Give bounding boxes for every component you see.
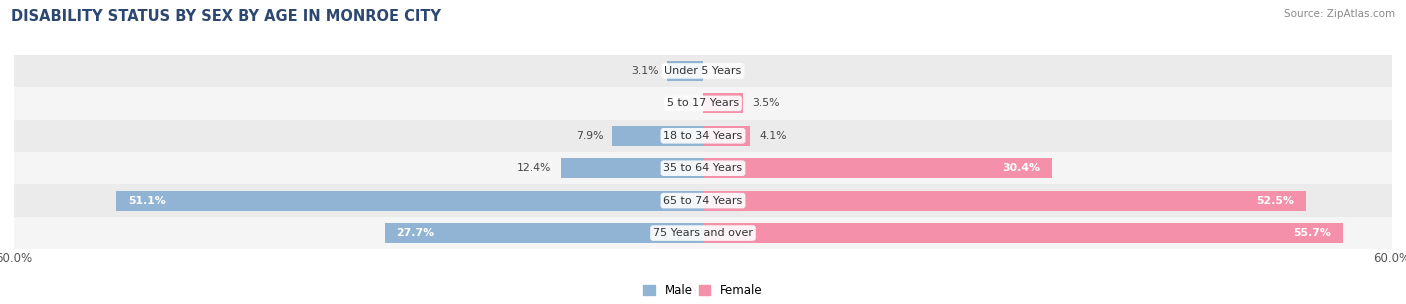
Text: 12.4%: 12.4% — [517, 163, 551, 173]
Text: 3.1%: 3.1% — [631, 66, 658, 76]
Text: Source: ZipAtlas.com: Source: ZipAtlas.com — [1284, 9, 1395, 19]
Bar — [703, 93, 744, 113]
Text: 51.1%: 51.1% — [128, 196, 166, 206]
Bar — [703, 158, 1052, 178]
Bar — [561, 158, 703, 178]
Text: 52.5%: 52.5% — [1257, 196, 1295, 206]
Bar — [14, 217, 1392, 249]
Text: 27.7%: 27.7% — [396, 228, 434, 238]
Legend: Male, Female: Male, Female — [638, 279, 768, 302]
Text: 4.1%: 4.1% — [759, 131, 787, 141]
Bar — [14, 119, 1392, 152]
Text: 0.0%: 0.0% — [666, 98, 693, 108]
Text: 7.9%: 7.9% — [575, 131, 603, 141]
Bar — [14, 87, 1392, 119]
Bar — [14, 185, 1392, 217]
Text: DISABILITY STATUS BY SEX BY AGE IN MONROE CITY: DISABILITY STATUS BY SEX BY AGE IN MONRO… — [11, 9, 441, 24]
Bar — [703, 191, 1306, 211]
Text: 30.4%: 30.4% — [1002, 163, 1040, 173]
Bar — [14, 55, 1392, 87]
Bar — [668, 61, 703, 81]
Bar — [703, 223, 1343, 243]
Text: 35 to 64 Years: 35 to 64 Years — [664, 163, 742, 173]
Bar — [117, 191, 703, 211]
Text: 55.7%: 55.7% — [1294, 228, 1331, 238]
Text: 5 to 17 Years: 5 to 17 Years — [666, 98, 740, 108]
Bar — [612, 126, 703, 146]
Text: 0.0%: 0.0% — [713, 66, 740, 76]
Text: 3.5%: 3.5% — [752, 98, 780, 108]
Text: 75 Years and over: 75 Years and over — [652, 228, 754, 238]
Bar — [14, 152, 1392, 185]
Text: 18 to 34 Years: 18 to 34 Years — [664, 131, 742, 141]
Bar — [703, 126, 749, 146]
Text: Under 5 Years: Under 5 Years — [665, 66, 741, 76]
Bar — [385, 223, 703, 243]
Text: 65 to 74 Years: 65 to 74 Years — [664, 196, 742, 206]
